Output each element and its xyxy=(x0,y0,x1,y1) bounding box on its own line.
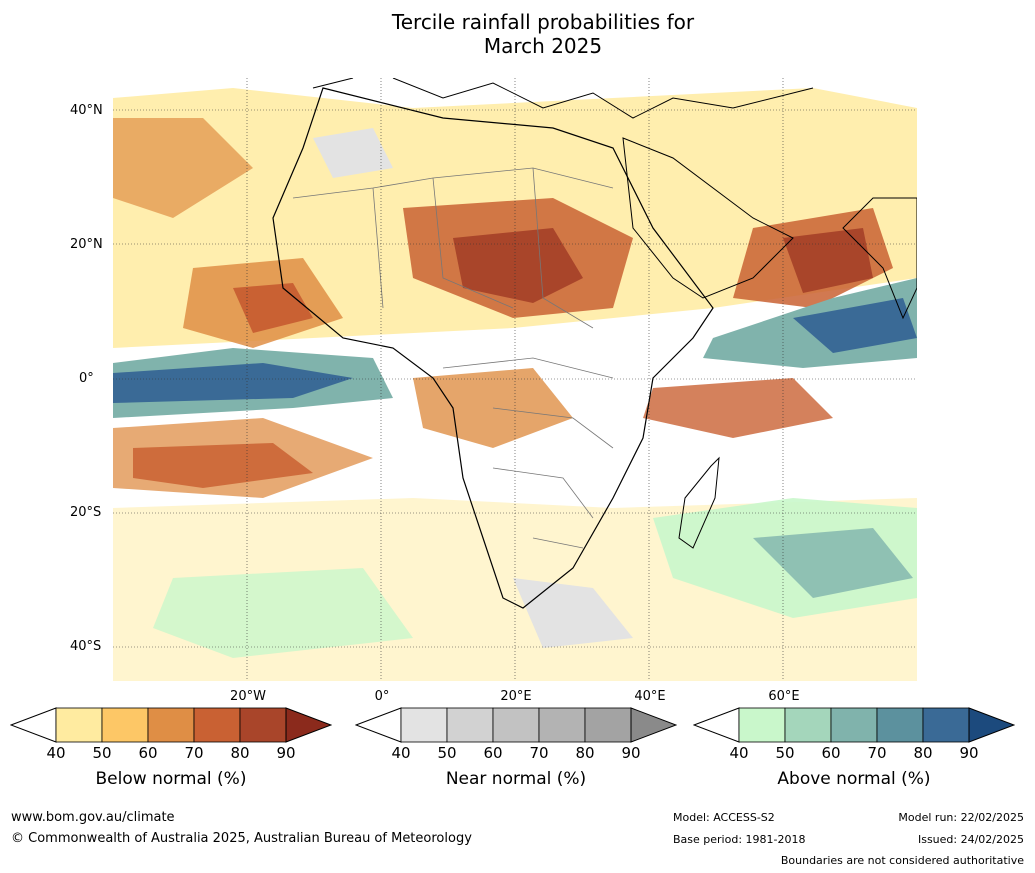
below-tick-60: 60 xyxy=(138,744,158,762)
above-swatch-2 xyxy=(784,707,832,743)
near-swatch-1 xyxy=(400,707,448,743)
above-tick-80: 80 xyxy=(913,744,933,762)
below-swatch-0 xyxy=(10,707,57,743)
lon-label-20w: 20°W xyxy=(230,689,266,704)
footer-model: Model: ACCESS-S2 xyxy=(673,811,775,824)
above-swatch-3 xyxy=(830,707,878,743)
footer-copyright: © Commonwealth of Australia 2025, Austra… xyxy=(11,831,472,846)
below-tick-70: 70 xyxy=(184,744,204,762)
footer-issued: Issued: 24/02/2025 xyxy=(917,833,1024,846)
near-tick-50: 50 xyxy=(437,744,457,762)
below-swatch-5 xyxy=(239,707,287,743)
title-line-1: Tercile rainfall probabilities for xyxy=(391,10,695,34)
above-swatch-6 xyxy=(968,707,1015,743)
near-tick-80: 80 xyxy=(575,744,595,762)
lon-label-20e: 20°E xyxy=(500,689,532,704)
near-tick-90: 90 xyxy=(621,744,641,762)
below-tick-80: 80 xyxy=(230,744,250,762)
gridlines xyxy=(113,78,917,681)
africa-outline xyxy=(272,87,714,609)
above-tick-60: 60 xyxy=(821,744,841,762)
footer-url[interactable]: www.bom.gov.au/climate xyxy=(11,810,175,825)
arabia-outline xyxy=(622,137,794,299)
above-tick-50: 50 xyxy=(775,744,795,762)
lat-label-40s: 40°S xyxy=(70,639,102,654)
madagascar-outline xyxy=(678,456,720,549)
near-tick-70: 70 xyxy=(529,744,549,762)
lat-label-20n: 20°N xyxy=(70,237,103,252)
map-title: Tercile rainfall probabilities for March… xyxy=(0,10,1035,58)
below-tick-90: 90 xyxy=(276,744,296,762)
below-tick-50: 50 xyxy=(92,744,112,762)
above-swatch-1 xyxy=(738,707,786,743)
below-tick-40: 40 xyxy=(46,744,66,762)
below-swatch-6 xyxy=(285,707,332,743)
above-normal-title: Above normal (%) xyxy=(777,769,931,789)
above-tick-40: 40 xyxy=(729,744,749,762)
footer-disclaimer: Boundaries are not considered authoritat… xyxy=(780,854,1024,867)
lat-label-20s: 20°S xyxy=(70,505,102,520)
lon-label-40e: 40°E xyxy=(634,689,666,704)
above-tick-90: 90 xyxy=(959,744,979,762)
below-swatch-3 xyxy=(147,707,195,743)
lon-label-60e: 60°E xyxy=(768,689,800,704)
below-swatch-2 xyxy=(101,707,149,743)
near-normal-title: Near normal (%) xyxy=(445,769,587,789)
above-swatch-5 xyxy=(922,707,970,743)
near-swatch-0 xyxy=(355,707,402,743)
near-swatch-2 xyxy=(446,707,494,743)
near-tick-40: 40 xyxy=(391,744,411,762)
footer-model-run: Model run: 22/02/2025 xyxy=(898,811,1024,824)
below-swatch-1 xyxy=(55,707,103,743)
below-swatch-4 xyxy=(193,707,241,743)
below-normal-title: Below normal (%) xyxy=(95,769,247,789)
near-swatch-6 xyxy=(630,707,677,743)
near-swatch-4 xyxy=(538,707,586,743)
map-canvas xyxy=(113,77,918,681)
title-line-2: March 2025 xyxy=(483,34,603,58)
above-normal-colorbar xyxy=(693,707,1015,743)
above-swatch-0 xyxy=(693,707,740,743)
near-normal-colorbar xyxy=(355,707,677,743)
above-swatch-4 xyxy=(876,707,924,743)
lon-label-0: 0° xyxy=(374,689,390,704)
lat-label-40n: 40°N xyxy=(70,103,103,118)
country-borders xyxy=(292,167,614,549)
below-normal-colorbar xyxy=(10,707,332,743)
lat-label-0: 0° xyxy=(79,371,94,386)
footer-base-period: Base period: 1981-2018 xyxy=(673,833,806,846)
near-swatch-5 xyxy=(584,707,632,743)
above-tick-70: 70 xyxy=(867,744,887,762)
near-tick-60: 60 xyxy=(483,744,503,762)
rainfall-map xyxy=(113,77,918,681)
near-swatch-3 xyxy=(492,707,540,743)
